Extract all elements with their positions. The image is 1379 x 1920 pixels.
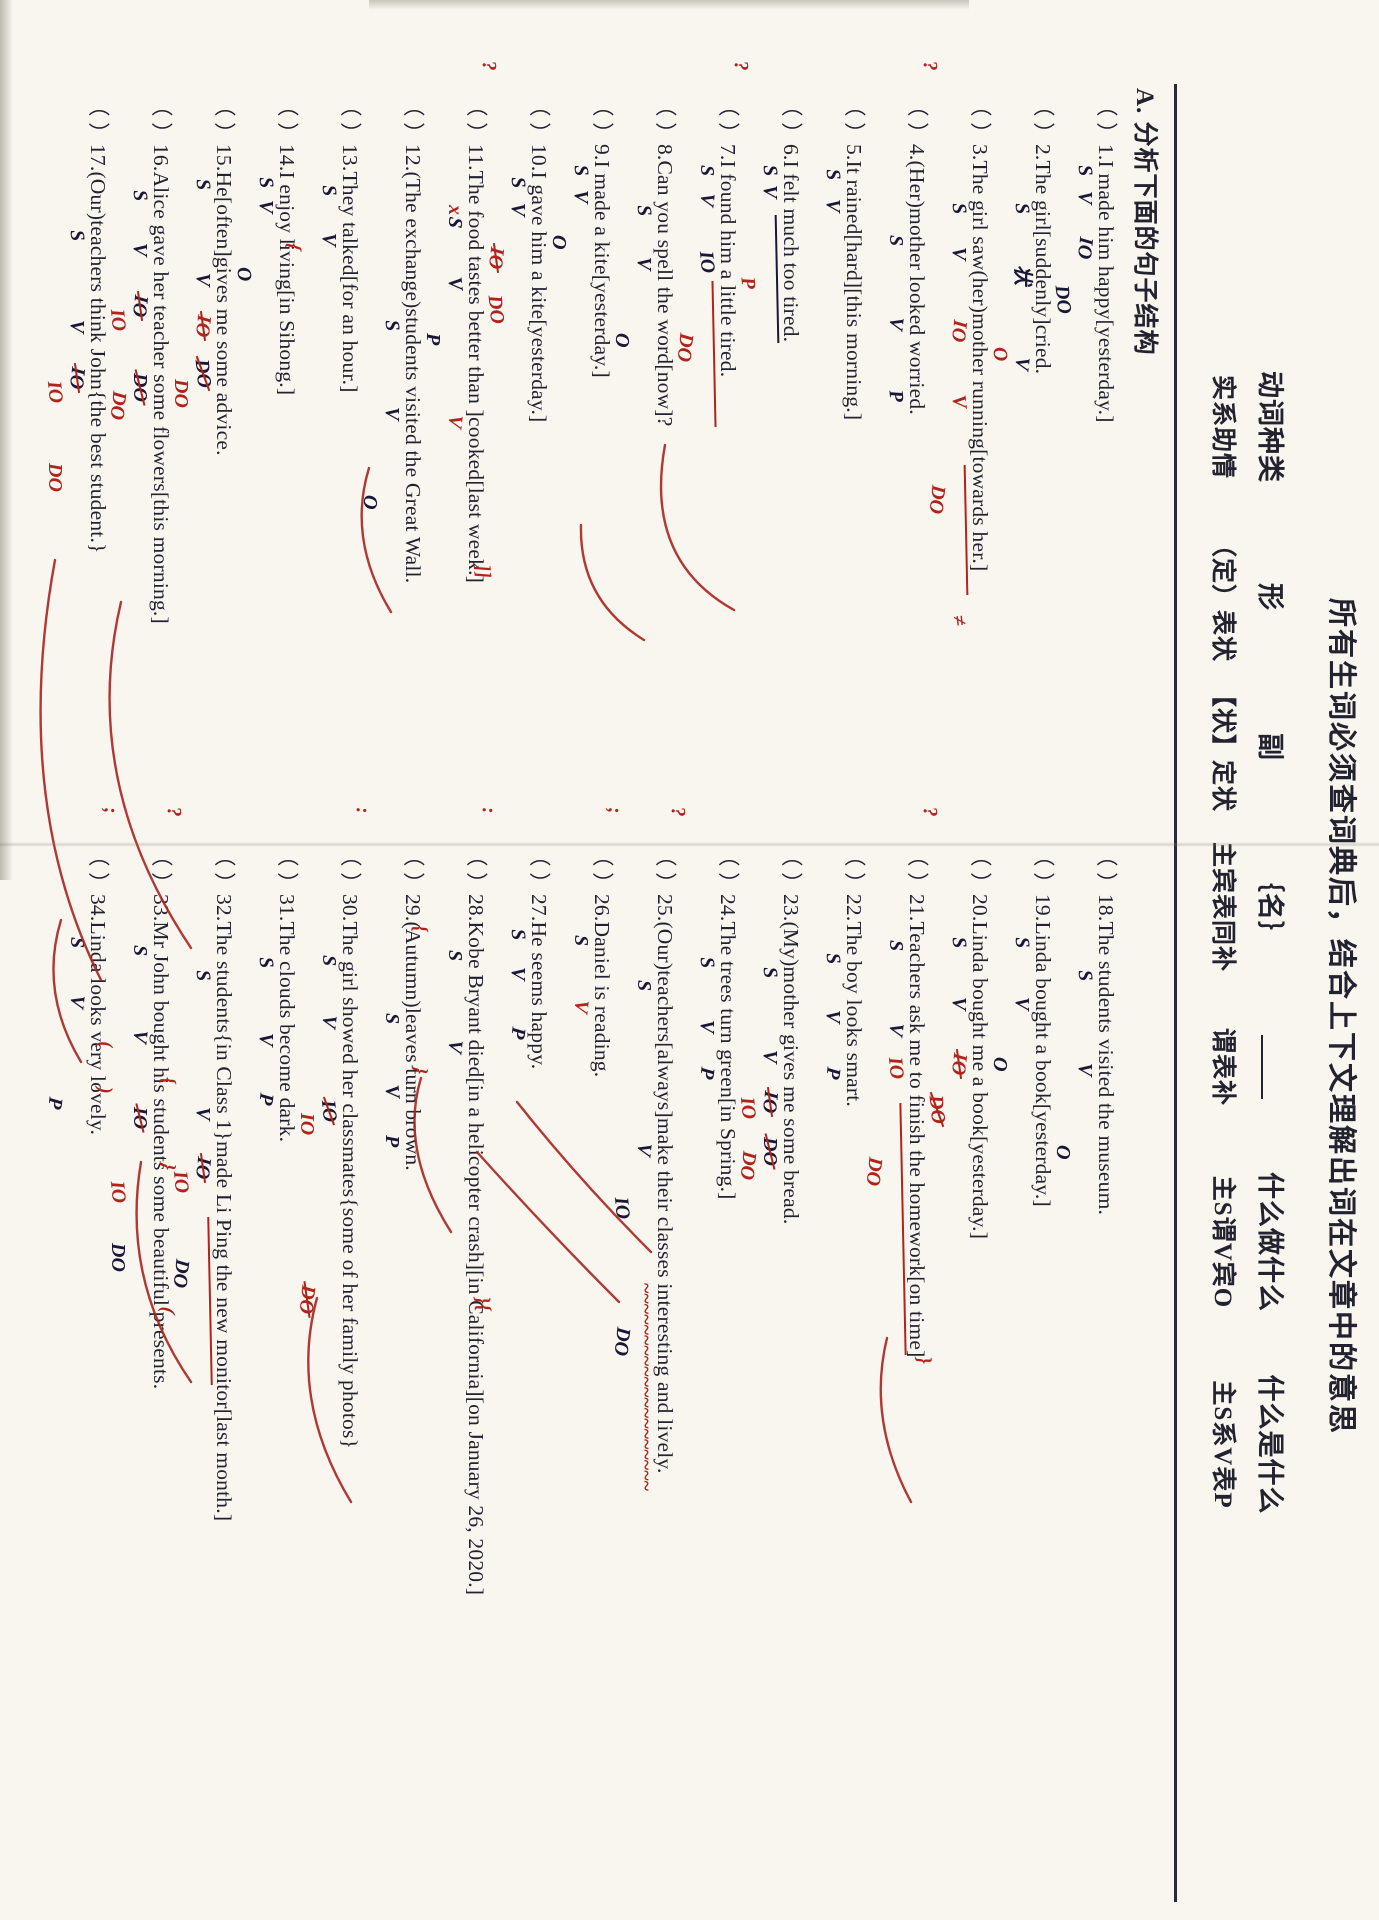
red-check-stroke: [659, 443, 736, 612]
page-fold-line: [0, 842, 1379, 847]
red-check-stroke: [39, 558, 103, 982]
red-check-stroke: [475, 1150, 621, 1304]
red-check-stroke: [360, 466, 393, 614]
red-check-stroke: [135, 1160, 193, 1384]
scan-edge-shadow-bottom: [0, 0, 13, 880]
red-check-stroke: [579, 523, 646, 642]
red-check-stroke: [879, 1336, 913, 1504]
scan-edge-shadow-left: [369, 0, 969, 10]
red-check-stroke: [108, 600, 193, 950]
red-check-stroke: [413, 1076, 453, 1234]
red-check-stroke: [307, 1296, 353, 1504]
red-check-stroke: [52, 918, 83, 1064]
red-check-stroke: [515, 1100, 653, 1254]
